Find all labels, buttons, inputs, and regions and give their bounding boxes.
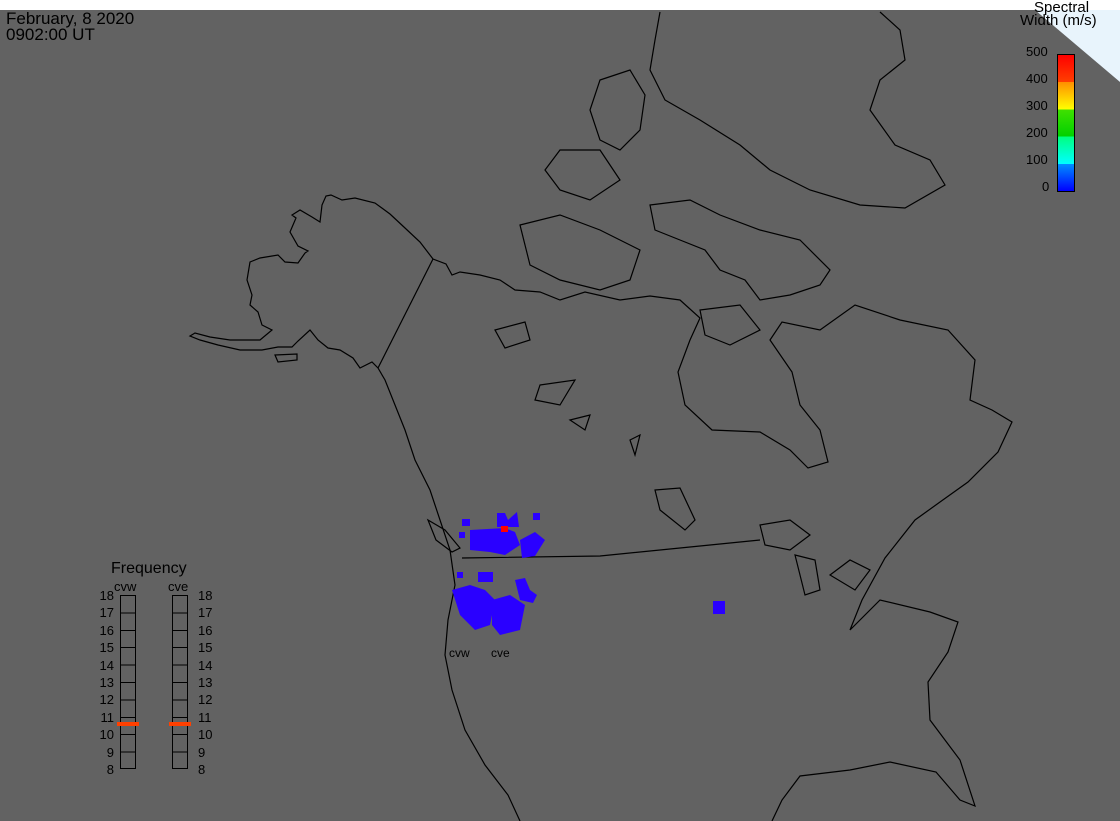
time-label: 0902:00 UT — [6, 25, 95, 44]
scatter-cell — [533, 513, 540, 520]
frequency-tick: 8 — [106, 762, 114, 777]
frequency-tick: 11 — [198, 709, 212, 725]
coastlines — [188, 11, 1013, 821]
frequency-tick: 18 — [198, 588, 213, 603]
scatter-cell-group — [520, 532, 545, 558]
map-background — [0, 10, 1120, 821]
frequency-title: Frequency — [111, 560, 187, 577]
colorbar-tick: 100 — [1026, 152, 1048, 167]
scatter-cell — [478, 572, 493, 582]
alaska-canada-border — [377, 258, 434, 369]
frequency-tick: 17 — [99, 605, 114, 621]
frequency-bar-cve — [172, 595, 188, 769]
southampton-island — [699, 304, 761, 346]
north-america-coastline — [188, 194, 1013, 821]
kodiak-island — [274, 353, 298, 363]
scatter-cell — [457, 572, 463, 578]
frequency-tick: 10 — [99, 727, 114, 743]
frequency-tick: 8 — [198, 762, 206, 777]
vancouver-island — [426, 518, 461, 553]
great-lakes — [759, 519, 871, 596]
frequency-tick: 18 — [99, 588, 114, 603]
scatter-cell-high — [501, 526, 508, 532]
colorbar-tick: 0 — [1042, 179, 1050, 194]
arctic-islands — [519, 69, 646, 291]
us-canada-border — [461, 539, 761, 559]
frequency-tick: 14 — [99, 657, 114, 673]
scatter-cell-group — [497, 512, 519, 527]
baffin-island — [649, 199, 831, 301]
scatter-cell-group — [492, 595, 525, 635]
frequency-tick: 15 — [99, 640, 114, 656]
radar-scatter — [452, 512, 725, 635]
frequency-tick: 13 — [99, 675, 114, 690]
greenland-coastline — [649, 11, 946, 209]
colorbar-tick: 300 — [1026, 98, 1048, 113]
frequency-tick: 14 — [198, 657, 213, 673]
frequency-tick: 13 — [198, 675, 213, 690]
date-label: February, 8 2020 — [6, 9, 135, 28]
scatter-cell — [459, 532, 465, 538]
frequency-tick: 9 — [198, 744, 206, 760]
frequency-radar-cve: cve — [168, 579, 189, 594]
frequency-tick: 16 — [99, 622, 114, 638]
radar-label-cve: cve — [491, 646, 510, 660]
colorbar-tick: 400 — [1026, 71, 1048, 86]
frequency-tick: 17 — [198, 605, 213, 621]
scatter-cell — [713, 601, 725, 614]
frequency-tick: 16 — [198, 622, 213, 638]
radar-label-cvw: cvw — [449, 646, 470, 660]
scatter-cell — [462, 519, 470, 526]
scatter-cell-group — [470, 528, 520, 555]
frequency-tick: 9 — [106, 744, 114, 760]
colorbar-title-line1: Spectral — [1034, 0, 1090, 16]
frequency-bar-cvw — [120, 595, 136, 769]
scatter-cell-group — [452, 585, 495, 630]
frequency-tick: 15 — [198, 640, 213, 656]
frequency-tick: 12 — [198, 692, 213, 708]
colorbar-tick: 500 — [1026, 44, 1048, 59]
scatter-cell-group — [515, 578, 537, 603]
corner-triangle — [1035, 10, 1120, 82]
frequency-radar-cvw: cvw — [114, 579, 137, 594]
colorbar — [1057, 54, 1075, 192]
colorbar-title-line2: Width (m/s) — [1020, 12, 1097, 29]
frequency-tick: 10 — [198, 727, 213, 743]
frequency-marker — [117, 721, 139, 726]
victoria-lakes — [494, 321, 696, 531]
frequency-tick: 11 — [100, 709, 115, 725]
colorbar-tick: 200 — [1026, 125, 1048, 140]
frequency-tick: 12 — [99, 692, 114, 708]
frequency-marker — [169, 721, 191, 726]
